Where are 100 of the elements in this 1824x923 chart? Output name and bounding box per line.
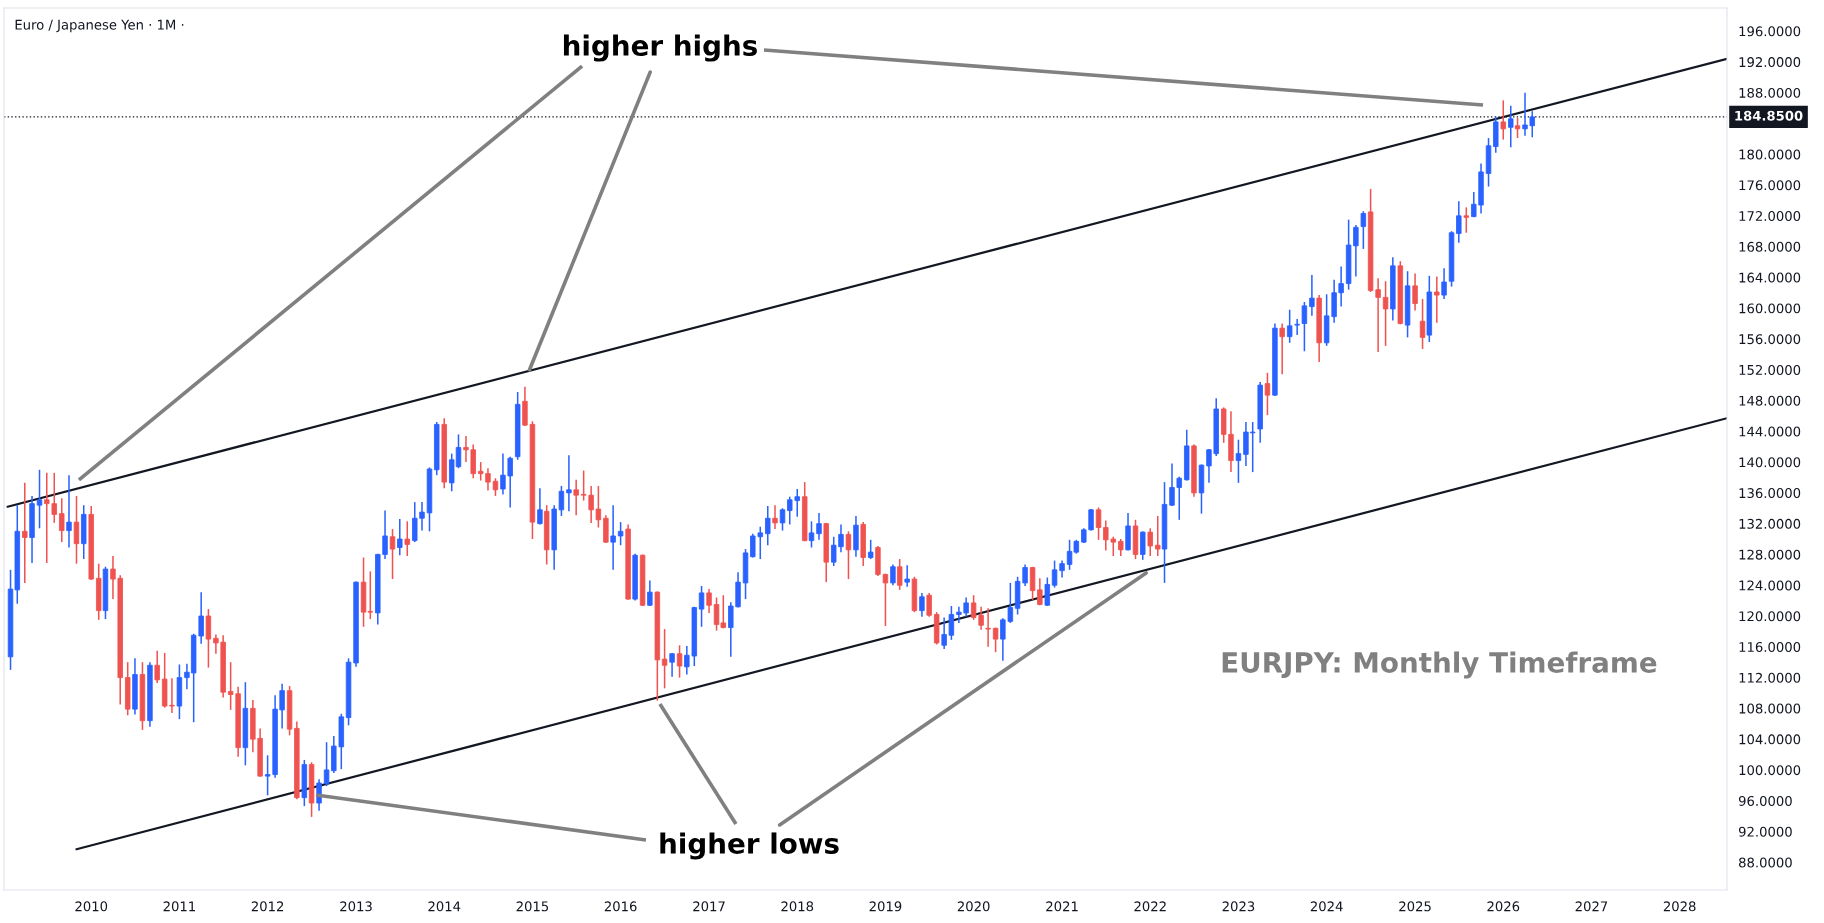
candlestick <box>1382 280 1389 347</box>
y-tick-label: 168.0000 <box>1739 241 1801 252</box>
candlestick <box>845 530 852 580</box>
y-tick-label: 188.0000 <box>1739 87 1801 98</box>
candlestick <box>816 512 822 541</box>
y-tick-label: 164.0000 <box>1739 272 1801 283</box>
candlestick <box>904 564 910 588</box>
candlestick <box>1463 206 1470 234</box>
candlestick <box>537 487 543 526</box>
candlestick <box>66 474 72 549</box>
y-tick-label: 160.0000 <box>1739 303 1801 314</box>
candlestick <box>22 482 28 584</box>
y-tick-label: 136.0000 <box>1739 488 1801 499</box>
candlestick <box>1155 515 1161 557</box>
ref-line-label: 184.8500 <box>1735 110 1803 121</box>
y-tick-label: 152.0000 <box>1739 364 1801 375</box>
candlestick <box>1441 267 1447 300</box>
x-tick-label: 2019 <box>869 901 902 912</box>
candlestick <box>926 592 932 618</box>
candlestick <box>1456 200 1462 244</box>
y-tick-label: 104.0000 <box>1739 734 1801 745</box>
x-tick-label: 2011 <box>163 901 195 912</box>
candlestick <box>1147 527 1153 557</box>
candlestick <box>1514 117 1521 139</box>
y-tick-label: 140.0000 <box>1739 457 1801 468</box>
candlestick <box>59 497 65 543</box>
candlestick <box>1264 372 1271 416</box>
x-tick-label: 2020 <box>957 901 990 912</box>
y-tick-label: 100.0000 <box>1739 765 1801 776</box>
x-tick-label: 2022 <box>1134 901 1166 912</box>
candlestick <box>808 520 815 549</box>
candlestick <box>404 520 410 557</box>
candlestick <box>154 649 160 684</box>
candlestick <box>603 514 609 544</box>
candlestick <box>706 588 712 614</box>
candlestick <box>397 518 403 556</box>
candlestick <box>1419 298 1426 350</box>
y-tick-label: 92.0000 <box>1738 826 1792 837</box>
candlestick <box>205 608 212 669</box>
candlestick <box>573 479 579 516</box>
candlestick <box>1125 512 1131 552</box>
candlestick <box>1301 301 1308 353</box>
y-tick-label: 180.0000 <box>1739 149 1801 160</box>
candlestick <box>772 504 778 530</box>
y-tick-label: 112.0000 <box>1739 672 1801 683</box>
candlestick <box>647 579 653 607</box>
candlestick <box>661 628 668 690</box>
x-tick-label: 2028 <box>1663 901 1696 912</box>
y-tick-label: 108.0000 <box>1739 703 1801 714</box>
candlestick <box>1434 275 1440 324</box>
candlestick <box>896 558 903 591</box>
candlestick <box>1309 274 1315 317</box>
y-tick-label: 156.0000 <box>1739 334 1801 345</box>
candlestick <box>1412 272 1418 312</box>
candlestick <box>919 592 925 618</box>
x-tick-label: 2021 <box>1046 901 1078 912</box>
candlestick <box>73 495 80 565</box>
x-tick-label: 2018 <box>781 901 814 912</box>
candlestick <box>698 585 705 628</box>
x-tick-label: 2016 <box>604 901 637 912</box>
y-tick-label: 96.0000 <box>1738 795 1792 806</box>
x-tick-label: 2013 <box>340 901 372 912</box>
y-tick-label: 176.0000 <box>1739 180 1801 191</box>
y-tick-label: 172.0000 <box>1739 211 1801 221</box>
y-tick-label: 148.0000 <box>1739 395 1801 406</box>
y-tick-label: 120.0000 <box>1739 611 1801 622</box>
x-tick-label: 2012 <box>251 901 284 912</box>
candlestick <box>1500 99 1506 141</box>
x-tick-label: 2017 <box>693 901 725 912</box>
y-tick-label: 128.0000 <box>1739 549 1801 560</box>
x-tick-label: 2010 <box>75 901 108 912</box>
annotation: higher highs <box>563 34 757 62</box>
candlestick <box>985 607 991 648</box>
candlestick <box>1140 530 1146 561</box>
candlestick <box>1044 576 1051 607</box>
x-tick-label: 2024 <box>1310 901 1343 912</box>
y-tick-label: 124.0000 <box>1739 580 1801 591</box>
x-tick-label: 2014 <box>428 901 461 912</box>
y-tick-label: 144.0000 <box>1739 426 1801 437</box>
y-tick-label: 192.0000 <box>1739 57 1801 68</box>
candlestick <box>1279 322 1285 376</box>
text: Euro / Japanese Yen · 1M · <box>15 19 184 33</box>
annotation: EURJPY: Monthly Timeframe <box>1222 651 1657 679</box>
y-tick-label: 116.0000 <box>1739 642 1801 652</box>
candlestick <box>1235 438 1242 484</box>
candlestick <box>779 507 786 532</box>
candlestick <box>765 505 771 546</box>
x-tick-label: 2026 <box>1487 901 1520 912</box>
y-tick-label: 196.0000 <box>1739 26 1801 37</box>
annotation: higher lows <box>660 832 839 860</box>
candlestick <box>36 469 43 530</box>
candlestick <box>610 504 616 571</box>
candlestick <box>1095 506 1102 541</box>
candlestick <box>1360 210 1367 250</box>
y-tick-label: 132.0000 <box>1739 518 1801 529</box>
x-tick-label: 2027 <box>1575 901 1608 912</box>
y-tick-label: 88.0000 <box>1739 857 1792 868</box>
x-tick-label: 2023 <box>1222 901 1255 912</box>
candlestick <box>992 626 999 653</box>
x-tick-label: 2015 <box>516 901 549 912</box>
